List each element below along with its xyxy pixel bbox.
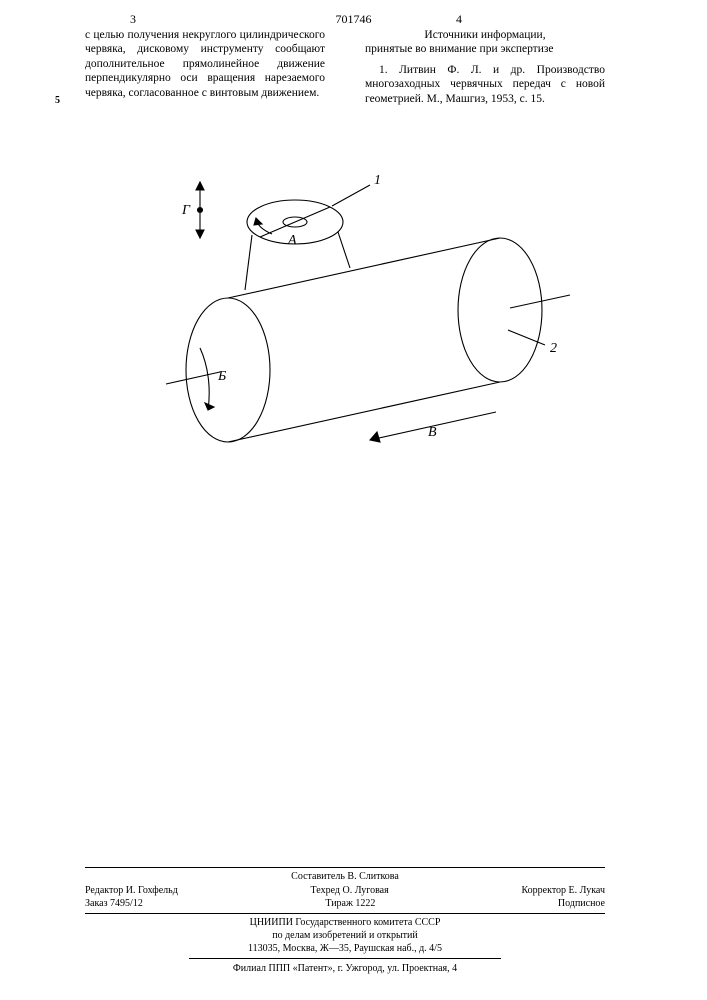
address-1: 113035, Москва, Ж—35, Раушская наб., д. …	[85, 942, 605, 955]
figure-callout-1: 1	[374, 173, 381, 188]
org-line-2: по делам изобретений и открытий	[85, 929, 605, 942]
footer-org: ЦНИИПИ Государственного комитета СССР по…	[85, 916, 605, 975]
page-number-right: 4	[456, 12, 462, 27]
figure-label-b: Б	[217, 369, 226, 384]
figure-svg: А Б В Г 1 2	[100, 160, 620, 480]
rule-mid	[85, 913, 605, 914]
sources-subtitle: принятые во внимание при экспертизе	[365, 42, 605, 56]
figure-label-v: В	[428, 425, 437, 440]
subscription: Подписное	[558, 897, 605, 911]
figure-label-g: Г	[181, 203, 191, 218]
page-number-left: 3	[130, 12, 136, 27]
tirazh: Тираж 1222	[325, 897, 375, 911]
rule-bottom	[189, 958, 501, 959]
margin-marker: 5	[55, 95, 60, 106]
corrector: Корректор Е. Лукач	[521, 884, 605, 898]
left-paragraph: с целью получения некруглого цилиндричес…	[85, 28, 325, 100]
left-column: с целью получения некруглого цилиндричес…	[85, 28, 325, 100]
reference-1: 1. Литвин Ф. Л. и др. Производство много…	[365, 63, 605, 106]
editor: Редактор И. Гохфельд	[85, 884, 178, 898]
org-line-1: ЦНИИПИ Государственного комитета СССР	[85, 916, 605, 929]
figure-callout-2: 2	[550, 341, 557, 356]
techred: Техред О. Луговая	[311, 884, 389, 898]
compiler-line: Составитель В. Слиткова	[85, 870, 605, 884]
technical-figure: А Б В Г 1 2	[100, 160, 620, 480]
address-2: Филиал ППП «Патент», г. Ужгород, ул. Про…	[85, 962, 605, 975]
order-line: Заказ 7495/12 Тираж 1222 Подписное	[85, 897, 605, 911]
editorial-line: Редактор И. Гохфельд Техред О. Луговая К…	[85, 884, 605, 898]
right-column: Источники информации, принятые во вниман…	[365, 28, 605, 106]
order-number: Заказ 7495/12	[85, 897, 143, 911]
document-number: 701746	[336, 12, 372, 27]
figure-label-a: А	[287, 233, 297, 248]
rule-top	[85, 867, 605, 868]
credits-block: Составитель В. Слиткова Редактор И. Гохф…	[85, 865, 605, 975]
sources-title: Источники информации,	[365, 28, 605, 42]
